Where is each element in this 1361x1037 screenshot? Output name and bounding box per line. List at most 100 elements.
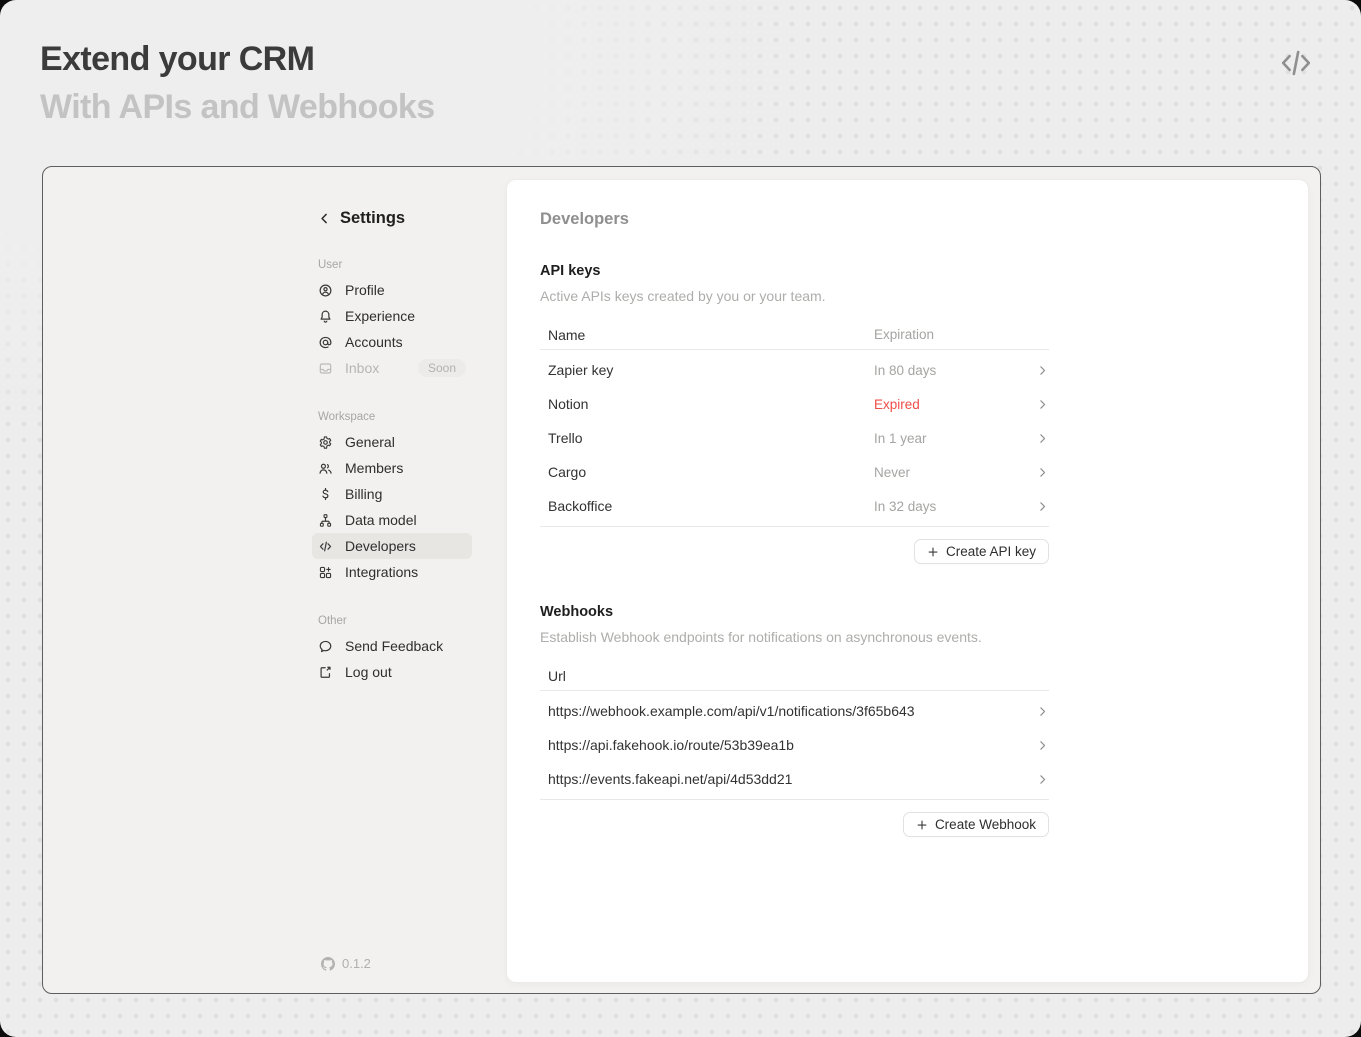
soon-badge: Soon (417, 359, 466, 377)
inbox-icon (318, 361, 333, 376)
log-out-icon (318, 665, 333, 680)
chevron-left-icon (318, 212, 331, 225)
api-key-row[interactable]: Trello In 1 year (540, 421, 1049, 455)
api-keys-table: Name Expiration Zapier key In 80 days No… (540, 320, 1049, 527)
sidebar-item-data-model[interactable]: Data model (312, 507, 472, 533)
sidebar-item-label: General (345, 434, 395, 450)
gear-icon (318, 435, 333, 450)
bell-icon (318, 309, 333, 324)
webhook-row[interactable]: https://api.fakehook.io/route/53b39ea1b (540, 728, 1049, 762)
sidebar-item-log-out[interactable]: Log out (312, 659, 472, 685)
api-key-expiration: Expired (874, 396, 920, 412)
api-key-name: Zapier key (548, 362, 614, 378)
create-webhook-label: Create Webhook (934, 817, 1036, 832)
api-key-name: Trello (548, 430, 583, 446)
sidebar-item-accounts[interactable]: Accounts (312, 329, 472, 355)
sidebar-item-label: Inbox (345, 360, 380, 376)
sidebar-item-integrations[interactable]: Integrations (312, 559, 472, 585)
webhooks-table-header: Url (540, 661, 1049, 691)
sidebar-item-label: Data model (345, 512, 417, 528)
sidebar-item-profile[interactable]: Profile (312, 277, 472, 303)
page-title: Extend your CRM (40, 40, 315, 78)
code-icon (1277, 44, 1315, 82)
version-row: 0.1.2 (321, 956, 371, 971)
chevron-right-icon (1029, 432, 1049, 445)
settings-back-label: Settings (340, 209, 406, 227)
api-key-row[interactable]: Backoffice In 32 days (540, 489, 1049, 523)
api-key-name: Backoffice (548, 498, 613, 514)
api-key-row[interactable]: Notion Expired (540, 387, 1049, 421)
chevron-right-icon (1029, 398, 1049, 411)
at-sign-icon (318, 335, 333, 350)
settings-back-button[interactable]: Settings (318, 209, 405, 228)
sidebar-item-general[interactable]: General (312, 429, 472, 455)
api-key-expiration: In 80 days (874, 362, 937, 378)
sidebar-item-members[interactable]: Members (312, 455, 472, 481)
developers-panel: Developers API keys Active APIs keys cre… (506, 179, 1309, 983)
webhooks-table: Url https://webhook.example.com/api/v1/n… (540, 661, 1049, 800)
webhook-url: https://api.fakehook.io/route/53b39ea1b (548, 737, 794, 753)
nav-section-label-workspace: Workspace (318, 411, 376, 423)
api-key-row[interactable]: Cargo Never (540, 455, 1049, 489)
plus-icon (916, 819, 928, 831)
create-api-key-label: Create API key (945, 544, 1036, 559)
chevron-right-icon (1029, 705, 1049, 718)
page-subtitle: With APIs and Webhooks (40, 88, 435, 126)
sidebar-item-label: Experience (345, 308, 416, 324)
column-header-expiration: Expiration (874, 327, 935, 342)
column-header-url: Url (548, 667, 566, 684)
sidebar-item-label: Billing (345, 486, 383, 502)
sidebar-item-label: Integrations (345, 564, 419, 580)
api-key-row[interactable]: Zapier key In 80 days (540, 353, 1049, 387)
webhook-row[interactable]: https://events.fakeapi.net/api/4d53dd21 (540, 762, 1049, 796)
chevron-right-icon (1029, 773, 1049, 786)
version-label: 0.1.2 (342, 956, 371, 971)
nav-section-label-user: User (318, 259, 343, 271)
sidebar-item-label: Profile (345, 282, 385, 298)
nav-section-label-other: Other (318, 615, 347, 627)
sidebar-item-developers[interactable]: Developers (312, 533, 472, 559)
webhook-row[interactable]: https://webhook.example.com/api/v1/notif… (540, 694, 1049, 728)
column-header-name: Name (548, 326, 586, 343)
github-icon (321, 956, 335, 971)
speech-bubble-icon (318, 639, 333, 654)
webhook-url: https://webhook.example.com/api/v1/notif… (548, 703, 915, 719)
create-webhook-button[interactable]: Create Webhook (902, 812, 1049, 837)
api-key-expiration: In 1 year (874, 430, 927, 446)
sidebar-item-send-feedback[interactable]: Send Feedback (312, 633, 472, 659)
api-keys-heading: API keys (540, 263, 601, 279)
data-model-icon (318, 513, 333, 528)
webhooks-description: Establish Webhook endpoints for notifica… (540, 629, 982, 645)
sidebar-item-inbox: Inbox Soon (312, 355, 472, 381)
create-api-key-button[interactable]: Create API key (913, 539, 1049, 564)
sidebar-item-experience[interactable]: Experience (312, 303, 472, 329)
api-keys-description: Active APIs keys created by you or your … (540, 288, 826, 304)
chevron-right-icon (1029, 500, 1049, 513)
dollar-icon (318, 487, 333, 502)
sidebar-item-billing[interactable]: Billing (312, 481, 472, 507)
chevron-right-icon (1029, 466, 1049, 479)
sidebar-item-label: Send Feedback (345, 638, 444, 654)
settings-window: Settings User Profile Experience (42, 166, 1321, 994)
sidebar-item-label: Members (345, 460, 404, 476)
api-key-name: Notion (548, 396, 589, 412)
plus-icon (927, 546, 939, 558)
code-icon (318, 539, 333, 554)
settings-sidebar: Settings User Profile Experience (312, 167, 515, 993)
webhook-url: https://events.fakeapi.net/api/4d53dd21 (548, 771, 793, 787)
user-circle-icon (318, 283, 333, 298)
api-key-expiration: Never (874, 464, 911, 480)
sidebar-item-label: Log out (345, 664, 392, 680)
sidebar-item-label: Developers (345, 538, 416, 554)
chevron-right-icon (1029, 364, 1049, 377)
sidebar-item-label: Accounts (345, 334, 403, 350)
api-keys-table-header: Name Expiration (540, 320, 1049, 350)
chevron-right-icon (1029, 739, 1049, 752)
panel-title: Developers (540, 210, 629, 228)
users-icon (318, 461, 333, 476)
api-key-name: Cargo (548, 464, 587, 480)
grid-plus-icon (318, 565, 333, 580)
api-key-expiration: In 32 days (874, 498, 937, 514)
webhooks-heading: Webhooks (540, 604, 614, 620)
